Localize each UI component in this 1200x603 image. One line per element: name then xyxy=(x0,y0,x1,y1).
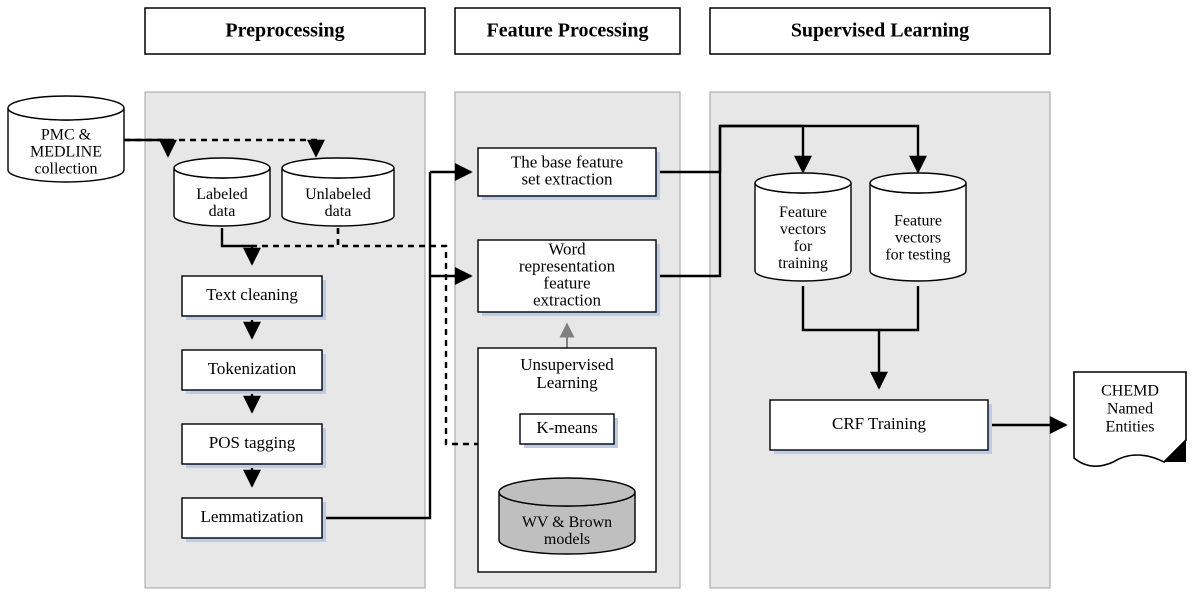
flowchart-canvas: Preprocessing Feature Processing Supervise… xyxy=(0,0,1200,603)
output-document: CHEMDNamedEntities xyxy=(1074,372,1186,466)
box-pos-label: POS tagging xyxy=(209,433,296,452)
output-document-label: Entities xyxy=(1106,419,1155,436)
cylinder-fv-train-label: vectors xyxy=(780,221,826,238)
box-lemma-label: Lemmatization xyxy=(201,507,304,526)
cylinder-wv-top-label: models xyxy=(544,531,590,548)
cylinder-fv-test-label: Feature xyxy=(894,213,942,230)
header-label-sup: Supervised Learning xyxy=(791,20,969,42)
cylinder-pmc: PMC &MEDLINEcollection xyxy=(8,96,124,182)
box-kmeans-label: K-means xyxy=(536,418,597,437)
cylinder-fv-train-label: Feature xyxy=(779,204,827,221)
cylinder-fv-test: Featurevectorsfor testing xyxy=(870,173,966,281)
cylinder-fv-test-label: vectors xyxy=(895,230,941,247)
output-document-label: Named xyxy=(1107,401,1153,418)
cylinder-fv-train-label: training xyxy=(778,255,828,272)
box-base-feat: The base featureset extraction xyxy=(478,148,660,200)
cylinder-pmc-label: PMC & xyxy=(41,127,92,144)
box-lemma: Lemmatization xyxy=(182,498,326,542)
cylinder-fv-test-label: for testing xyxy=(885,247,950,264)
box-base-feat-label: set extraction xyxy=(521,169,613,188)
box-crf: CRF Training xyxy=(770,400,992,454)
header-label-feat: Feature Processing xyxy=(486,20,648,42)
box-word-rep-label: extraction xyxy=(533,290,601,309)
cylinder-wv-top-label: WV & Brown xyxy=(522,514,612,531)
box-word-rep: Wordrepresentationfeatureextraction xyxy=(478,239,660,316)
header-label-pre: Preprocessing xyxy=(225,20,344,42)
cylinder-pmc-label: MEDLINE xyxy=(30,144,102,161)
box-text-clean: Text cleaning xyxy=(182,276,326,320)
cylinder-unlabeled-label: Unlabeled xyxy=(305,186,371,203)
box-crf-label: CRF Training xyxy=(832,414,927,433)
box-unsupervised-learning-title: Learning xyxy=(536,373,598,392)
cylinder-unlabeled: Unlabeleddata xyxy=(282,158,394,226)
cylinder-pmc-label: collection xyxy=(34,161,97,178)
box-token: Tokenization xyxy=(182,350,326,394)
cylinder-unlabeled-label: data xyxy=(325,203,352,220)
output-document-label: CHEMD xyxy=(1101,383,1159,400)
cylinder-fv-train-label: for xyxy=(794,238,813,255)
cylinder-fv-train: Featurevectorsfortraining xyxy=(755,173,851,281)
cylinder-wv-top: WV & Brownmodels xyxy=(499,478,635,554)
box-pos: POS tagging xyxy=(182,424,326,468)
box-text-clean-label: Text cleaning xyxy=(206,285,298,304)
box-token-label: Tokenization xyxy=(208,359,297,378)
cylinder-labeled-label: data xyxy=(209,203,236,220)
cylinder-labeled-label: Labeled xyxy=(196,186,248,203)
box-kmeans: K-means xyxy=(520,414,618,448)
cylinder-labeled: Labeleddata xyxy=(174,158,270,226)
box-unsupervised-learning-title: Unsupervised xyxy=(520,355,614,374)
